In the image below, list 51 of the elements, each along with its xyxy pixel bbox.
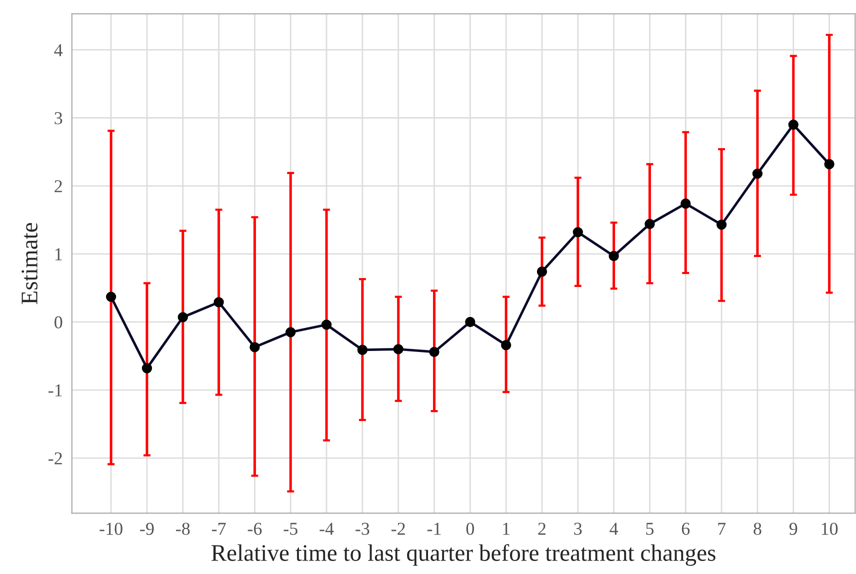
y-tick-label: -2 — [48, 452, 62, 464]
y-axis-title: Estimate — [22, 222, 38, 304]
point — [608, 250, 619, 262]
y-tick-label: 4 — [54, 44, 63, 56]
x-tick-label: -10 — [100, 522, 122, 535]
y-tick-label: -1 — [48, 384, 62, 396]
point — [286, 327, 296, 338]
x-tick-label: 5 — [646, 522, 654, 535]
y-tick-label: 2 — [54, 180, 62, 192]
point — [465, 316, 476, 328]
point — [106, 292, 116, 302]
y-tick-label: 1 — [55, 248, 62, 260]
x-tick-label: 10 — [822, 522, 838, 535]
x-tick-label: 7 — [718, 522, 726, 535]
point — [788, 120, 798, 130]
x-tick-label: 4 — [610, 522, 618, 535]
x-tick-label: 8 — [754, 522, 762, 535]
point — [644, 218, 655, 230]
point — [572, 227, 583, 238]
point — [142, 363, 152, 374]
point — [393, 344, 404, 354]
x-tick-label: -9 — [140, 522, 154, 535]
y-tick-label: 0 — [54, 316, 62, 328]
point — [321, 320, 332, 330]
point — [752, 168, 763, 179]
x-tick-label: -6 — [248, 522, 262, 535]
point — [214, 297, 224, 308]
point — [536, 266, 548, 277]
y-tick-label: 3 — [54, 112, 62, 124]
x-tick-label: -2 — [391, 522, 405, 535]
point — [250, 342, 260, 352]
x-tick-label: 6 — [682, 522, 690, 535]
point — [357, 344, 368, 355]
x-tick-label: -8 — [176, 522, 190, 535]
x-tick-label: -5 — [284, 522, 298, 535]
x-tick-label: 3 — [574, 522, 582, 535]
point — [178, 312, 188, 322]
x-tick-label: 1 — [503, 522, 510, 535]
point — [716, 220, 727, 230]
point — [429, 346, 440, 357]
point — [824, 159, 834, 170]
point — [680, 198, 691, 209]
x-tick-label: -4 — [320, 522, 334, 535]
x-tick-label: 2 — [538, 522, 546, 535]
x-tick-label: -3 — [356, 522, 370, 535]
x-tick-label: 9 — [789, 522, 798, 535]
x-axis-title: Relative time to last quarter before treatment changes — [211, 544, 716, 566]
x-tick-label: -1 — [427, 522, 441, 535]
x-tick-label: 0 — [466, 522, 474, 535]
x-tick-label: -7 — [212, 522, 226, 535]
point — [500, 340, 512, 350]
